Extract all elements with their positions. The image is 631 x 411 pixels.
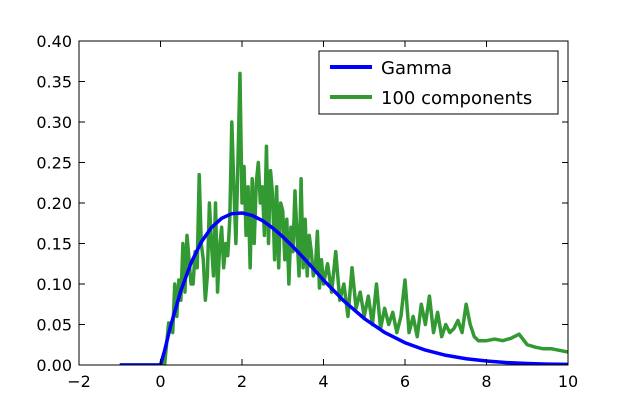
x-tick-label: 2: [237, 372, 247, 391]
x-tick-label: 0: [155, 372, 165, 391]
x-tick-label: −2: [67, 372, 91, 391]
x-tick-label: 10: [558, 372, 578, 391]
series-layer: [119, 71, 568, 365]
series-line-gamma: [119, 211, 568, 365]
y-tick-label: 0.15: [36, 235, 72, 254]
x-tick-label: 8: [481, 372, 491, 391]
y-tick-label: 0.40: [36, 32, 72, 51]
legend-label-components: 100 components: [381, 88, 532, 109]
legend-box: [318, 50, 559, 115]
x-tick-label: 6: [400, 372, 410, 391]
y-tick-label: 0.05: [36, 316, 72, 335]
y-tick-label: 0.10: [36, 275, 72, 294]
y-tick-label: 0.35: [36, 73, 72, 92]
ticks-layer: −2 0 2 4 6 8 10 0.00 0.05 0.10 0.15 0.20 0.25 0.30 0.3…: [36, 32, 578, 391]
y-tick-label: 0.30: [36, 113, 72, 132]
y-tick-label: 0.00: [36, 356, 72, 375]
x-tick-label: 4: [318, 372, 328, 391]
series-line-components: [119, 71, 568, 365]
legend-label-gamma: Gamma: [381, 58, 452, 79]
y-tick-label: 0.25: [36, 154, 72, 173]
y-tick-label: 0.20: [36, 194, 72, 213]
legend: Gamma 100 components: [318, 50, 559, 115]
